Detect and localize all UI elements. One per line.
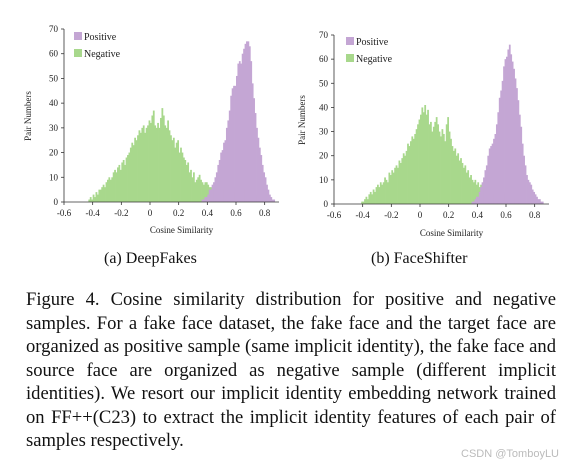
- x-tick-label: -0.4: [86, 208, 101, 218]
- legend-label-positive: Positive: [84, 32, 117, 43]
- x-tick-label: -0.6: [57, 208, 72, 218]
- y-tick-label: 20: [49, 148, 59, 158]
- y-tick-label: 10: [49, 172, 59, 182]
- y-tick-label: 40: [319, 102, 329, 112]
- y-tick-label: 50: [319, 78, 329, 88]
- legend: Positive Negative: [346, 37, 393, 65]
- x-tick-label: 0.2: [443, 210, 454, 220]
- legend-swatch-negative: [346, 54, 354, 62]
- series-positive: [472, 45, 544, 204]
- legend-label-negative: Negative: [356, 54, 393, 65]
- legend-label-positive: Positive: [356, 37, 389, 48]
- legend: Positive Negative: [74, 32, 121, 60]
- faceshifter-histogram: 0 10 20 30 40 50 60 70 -0.6 -0.4 -0.2 0 0.2 0.4 0.6 0.8…: [297, 30, 549, 238]
- y-tick-label: 20: [319, 151, 329, 161]
- y-tick-label: 40: [49, 98, 59, 108]
- figure-caption: Figure 4. Cosine similarity distribution…: [26, 288, 556, 453]
- x-tick-label: 0.8: [259, 208, 271, 218]
- y-tick-label: 0: [324, 199, 329, 209]
- x-axis-label: Cosine Similarity: [150, 225, 214, 235]
- x-tick-label: 0.6: [500, 210, 512, 220]
- x-tick-label: 0.6: [230, 208, 242, 218]
- x-tick-label: -0.2: [114, 208, 128, 218]
- y-tick-label: 70: [319, 30, 329, 40]
- y-tick-label: 10: [319, 175, 329, 185]
- y-tick-label: 30: [319, 127, 329, 137]
- series-positive: [202, 41, 275, 202]
- y-tick-label: 30: [49, 123, 59, 133]
- x-tick-label: 0.2: [173, 208, 184, 218]
- legend-swatch-positive: [74, 32, 82, 40]
- deepfakes-histogram: 0 10 20 30 40 50 60 70 -0.6 -0.4 -0.2 0 0.2 0.4 0.6 0.8…: [23, 24, 279, 235]
- legend-label-negative: Negative: [84, 49, 121, 60]
- x-tick-label: -0.2: [384, 210, 398, 220]
- y-tick-label: 0: [54, 197, 59, 207]
- x-axis-label: Cosine Similarity: [420, 228, 484, 238]
- watermark: CSDN @TomboyLU: [461, 448, 559, 460]
- x-tick-label: 0.4: [202, 208, 214, 218]
- y-axis-label: Pair Numbers: [297, 95, 307, 145]
- x-tick-label: 0.4: [472, 210, 484, 220]
- histogram-figure: 0 10 20 30 40 50 60 70 -0.6 -0.4 -0.2 0 0.2 0.4 0.6 0.8…: [0, 0, 571, 250]
- y-tick-label: 50: [49, 73, 59, 83]
- legend-swatch-positive: [346, 37, 354, 45]
- x-tick-label: 0: [148, 208, 153, 218]
- x-tick-label: -0.4: [356, 210, 371, 220]
- y-tick-label: 70: [49, 24, 59, 34]
- x-tick-label: 0.8: [529, 210, 541, 220]
- y-tick-label: 60: [49, 49, 59, 59]
- x-tick-label: 0: [418, 210, 423, 220]
- y-tick-label: 60: [319, 54, 329, 64]
- subcaption-deepfakes: (a) DeepFakes: [104, 250, 197, 268]
- legend-swatch-negative: [74, 49, 82, 57]
- y-axis-label: Pair Numbers: [23, 91, 33, 141]
- subcaption-faceshifter: (b) FaceShifter: [371, 250, 467, 268]
- x-tick-label: -0.6: [327, 210, 342, 220]
